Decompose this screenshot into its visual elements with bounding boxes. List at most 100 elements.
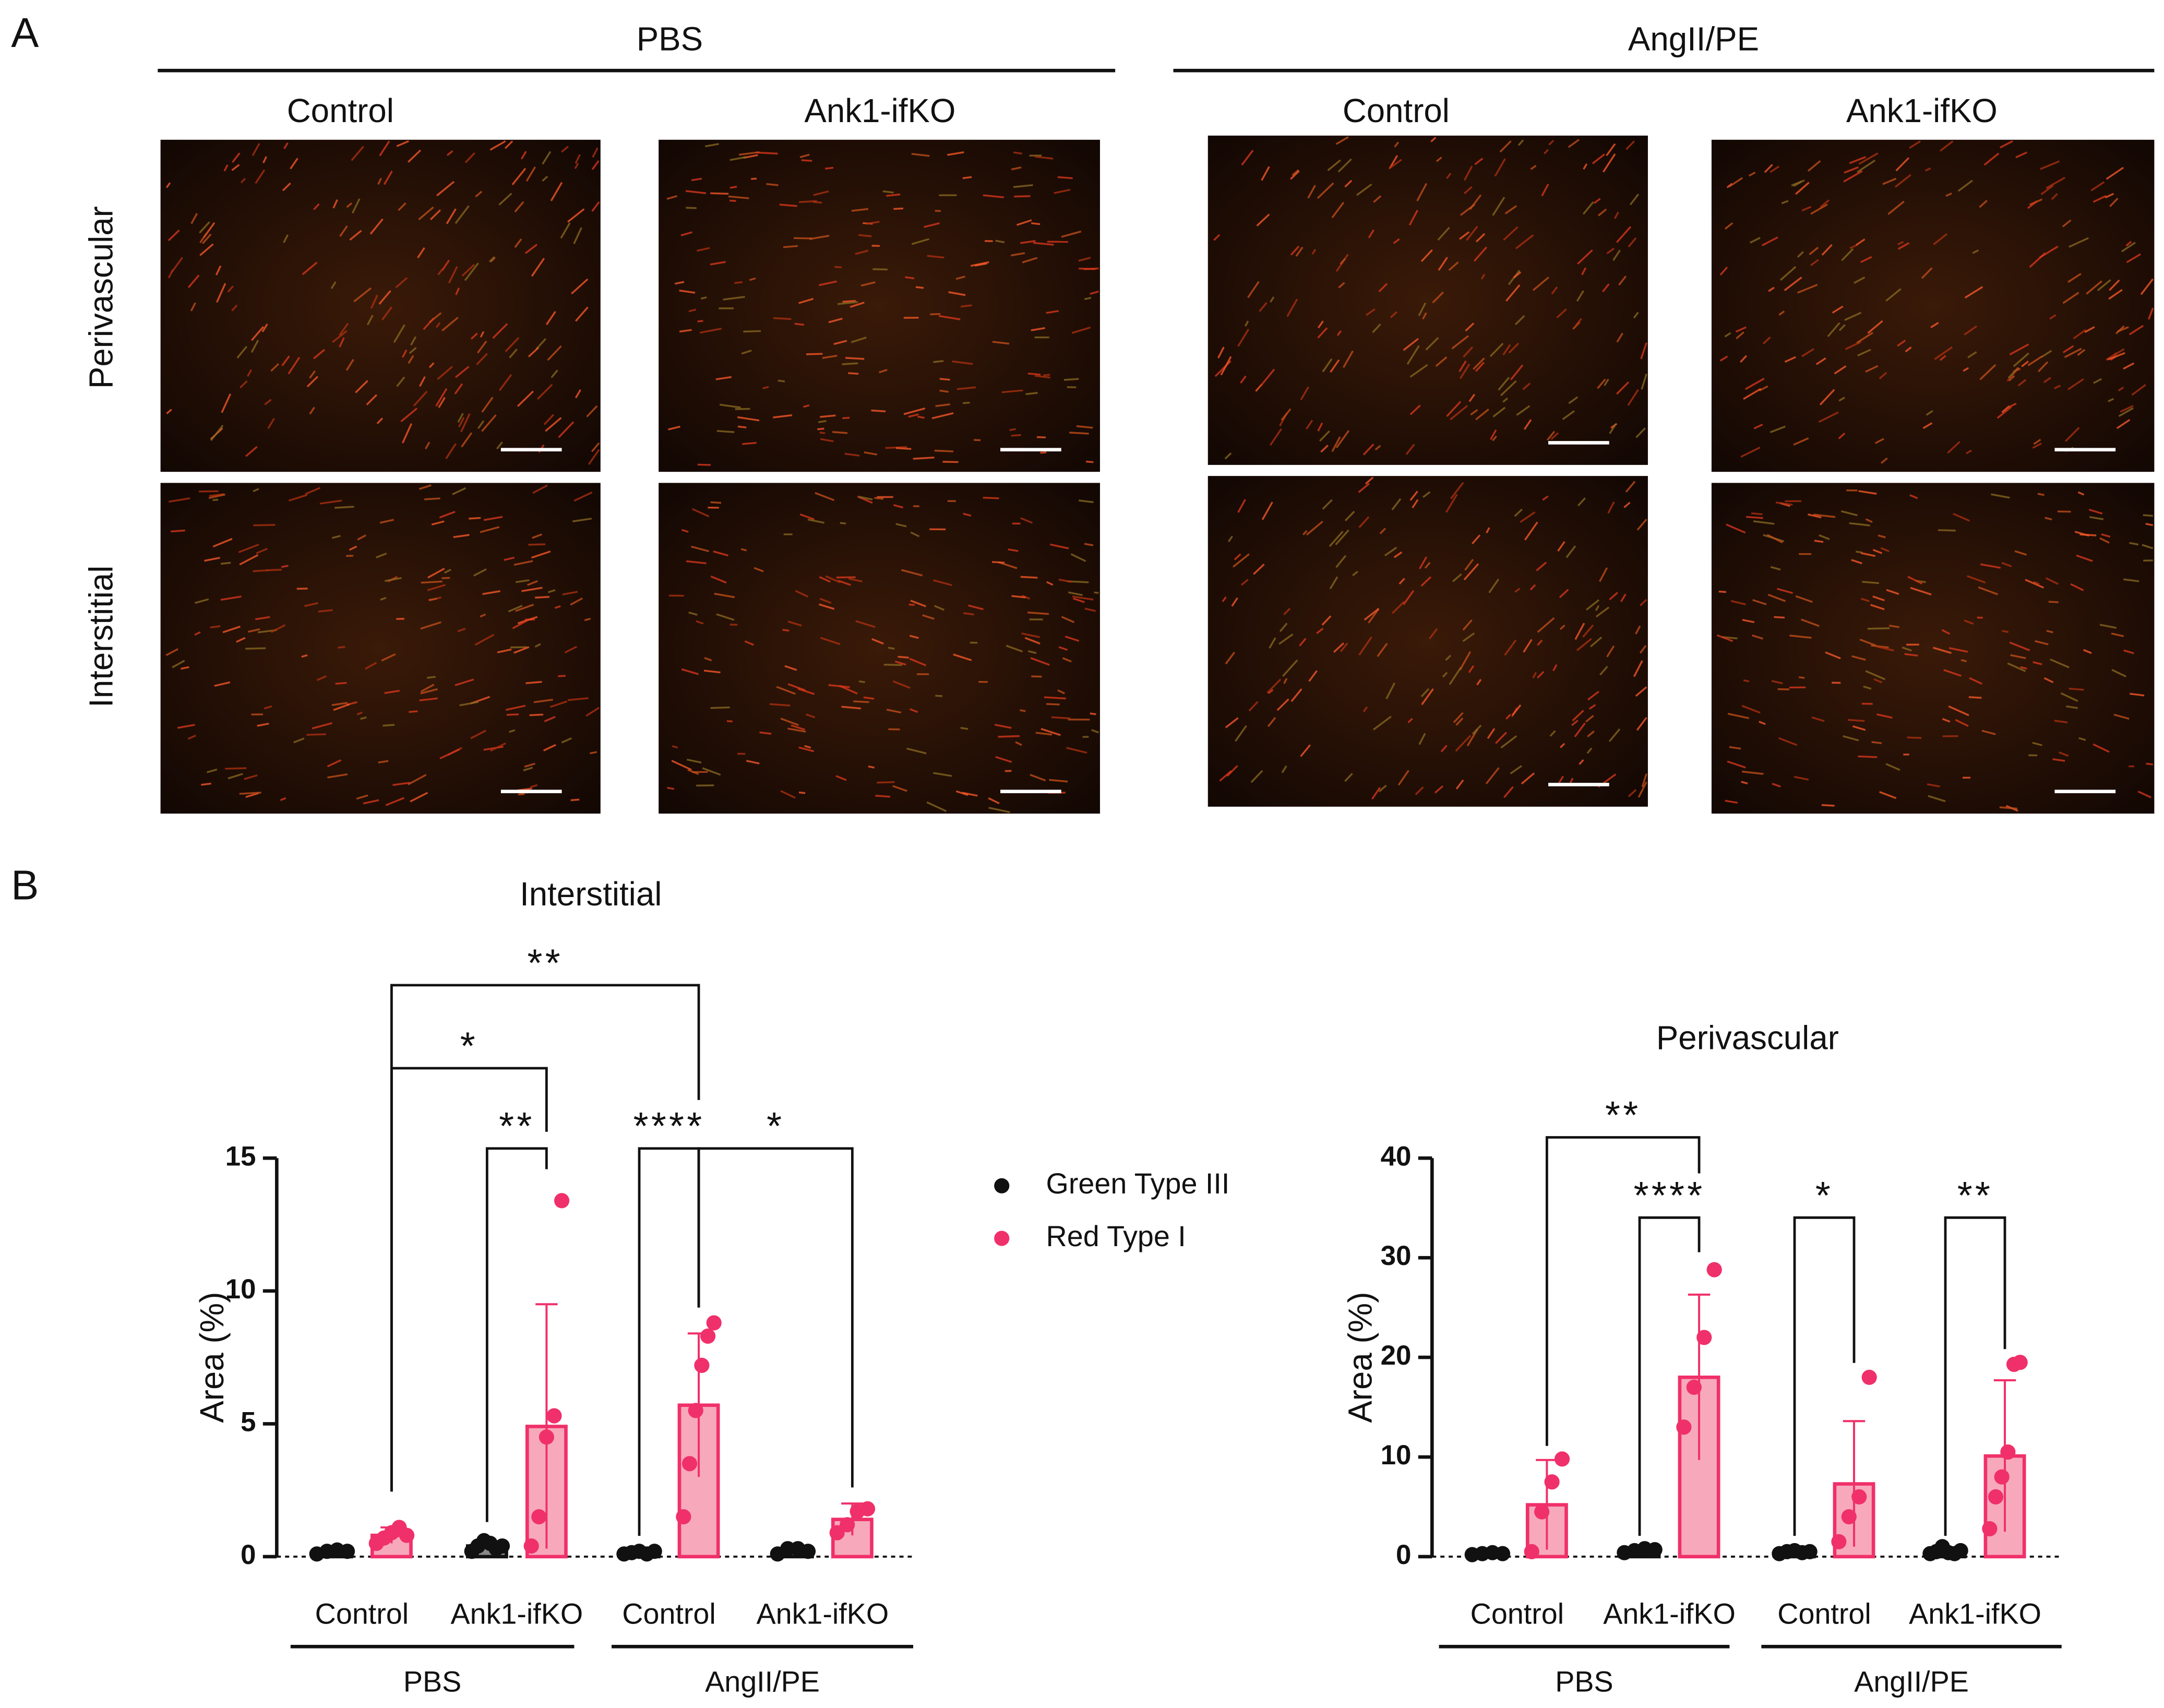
fiber — [461, 264, 475, 277]
fiber — [1604, 378, 1609, 386]
fiber — [2083, 649, 2092, 654]
fiber — [1422, 491, 1431, 498]
fiber — [1319, 430, 1331, 442]
fiber — [1957, 180, 1973, 192]
data-point — [1554, 1451, 1570, 1467]
fiber — [1777, 588, 1793, 594]
fiber — [1062, 657, 1072, 663]
data-point — [706, 1315, 722, 1331]
data-point — [494, 1538, 510, 1554]
fiber — [1616, 381, 1630, 395]
fiber — [1801, 618, 1820, 627]
fiber — [1489, 342, 1504, 357]
significance-label: **** — [1634, 1174, 1705, 1217]
fiber — [1934, 346, 1953, 360]
fiber — [1278, 633, 1294, 645]
fiber — [1963, 367, 1969, 372]
fiber — [776, 686, 796, 695]
fiber — [1340, 642, 1348, 652]
fiber — [895, 447, 912, 450]
fiber — [1798, 676, 1805, 679]
fiber — [261, 323, 268, 332]
fiber — [2111, 668, 2127, 678]
fiber — [2046, 176, 2065, 189]
fiber — [1608, 728, 1621, 742]
fiber — [165, 182, 171, 188]
fiber — [199, 233, 207, 243]
y-axis-label: Area (%) — [1342, 1292, 1379, 1423]
fiber — [1881, 457, 1888, 464]
fiber — [1938, 529, 1956, 532]
fiber — [480, 331, 485, 338]
fiber — [1450, 482, 1464, 499]
fiber — [2032, 443, 2042, 449]
fiber — [1445, 494, 1458, 513]
fiber — [532, 484, 548, 494]
fiber — [780, 790, 796, 799]
fiber — [1006, 644, 1023, 653]
fiber — [1247, 281, 1260, 298]
fiber — [892, 785, 907, 792]
x-tick-label: Control — [1470, 1598, 1564, 1630]
fiber — [1625, 481, 1636, 493]
fiber — [1879, 372, 1887, 379]
fiber — [407, 149, 422, 163]
data-point — [1534, 1504, 1550, 1520]
significance-label: ** — [1605, 1093, 1641, 1137]
fiber — [1453, 712, 1464, 723]
fiber — [393, 324, 405, 343]
fiber — [1960, 659, 1967, 662]
fiber — [351, 198, 361, 214]
fiber — [201, 782, 211, 786]
fiber — [1259, 302, 1268, 312]
fiber — [353, 287, 372, 303]
fiber — [1996, 406, 2012, 419]
fiber — [1770, 566, 1781, 571]
fiber — [385, 577, 402, 582]
fiber — [886, 709, 902, 714]
fiber — [1377, 642, 1388, 658]
fiber — [1276, 698, 1289, 711]
fiber — [1728, 177, 1743, 188]
fiber — [751, 177, 757, 180]
fiber — [528, 543, 546, 546]
data-point — [688, 1403, 703, 1418]
fiber — [933, 360, 944, 363]
fiber — [1268, 689, 1274, 695]
fiber — [1585, 599, 1600, 611]
fiber — [1510, 364, 1524, 380]
fiber — [172, 660, 185, 668]
fiber — [2049, 314, 2057, 320]
fiber — [199, 221, 210, 234]
fiber — [1455, 735, 1472, 752]
fiber — [1579, 759, 1584, 765]
fiber — [1290, 688, 1302, 702]
fiber — [1068, 591, 1083, 596]
fiber — [1213, 234, 1221, 241]
fiber — [2043, 677, 2054, 684]
fiber — [384, 689, 400, 694]
fiber — [2130, 692, 2145, 697]
fiber — [409, 710, 418, 713]
fiber — [283, 142, 289, 149]
fiber — [1412, 499, 1419, 509]
x-tick-label: Ank1-ifKO — [451, 1598, 583, 1630]
fiber — [822, 354, 838, 359]
fiber — [306, 376, 319, 388]
fiber — [787, 727, 806, 733]
fiber — [983, 194, 1004, 198]
fiber — [264, 399, 272, 405]
fiber — [509, 348, 518, 359]
fiber — [713, 550, 728, 557]
row-label: Perivascular — [83, 206, 120, 389]
fiber — [1922, 422, 1933, 429]
fiber — [938, 315, 961, 320]
group-label: AngII/PE — [1854, 1666, 1969, 1698]
fiber — [421, 580, 443, 584]
fiber — [1261, 166, 1270, 181]
fiber — [515, 603, 534, 612]
fiber — [1516, 405, 1531, 416]
column-label: Control — [1343, 92, 1450, 129]
fiber — [366, 394, 378, 405]
